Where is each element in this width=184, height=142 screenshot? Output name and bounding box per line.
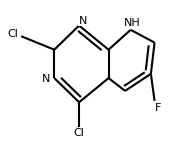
Text: N: N	[79, 16, 87, 26]
Text: Cl: Cl	[8, 29, 19, 39]
Text: Cl: Cl	[74, 128, 85, 138]
Text: F: F	[155, 103, 161, 113]
Text: N: N	[41, 74, 50, 83]
Text: NH: NH	[124, 18, 141, 28]
